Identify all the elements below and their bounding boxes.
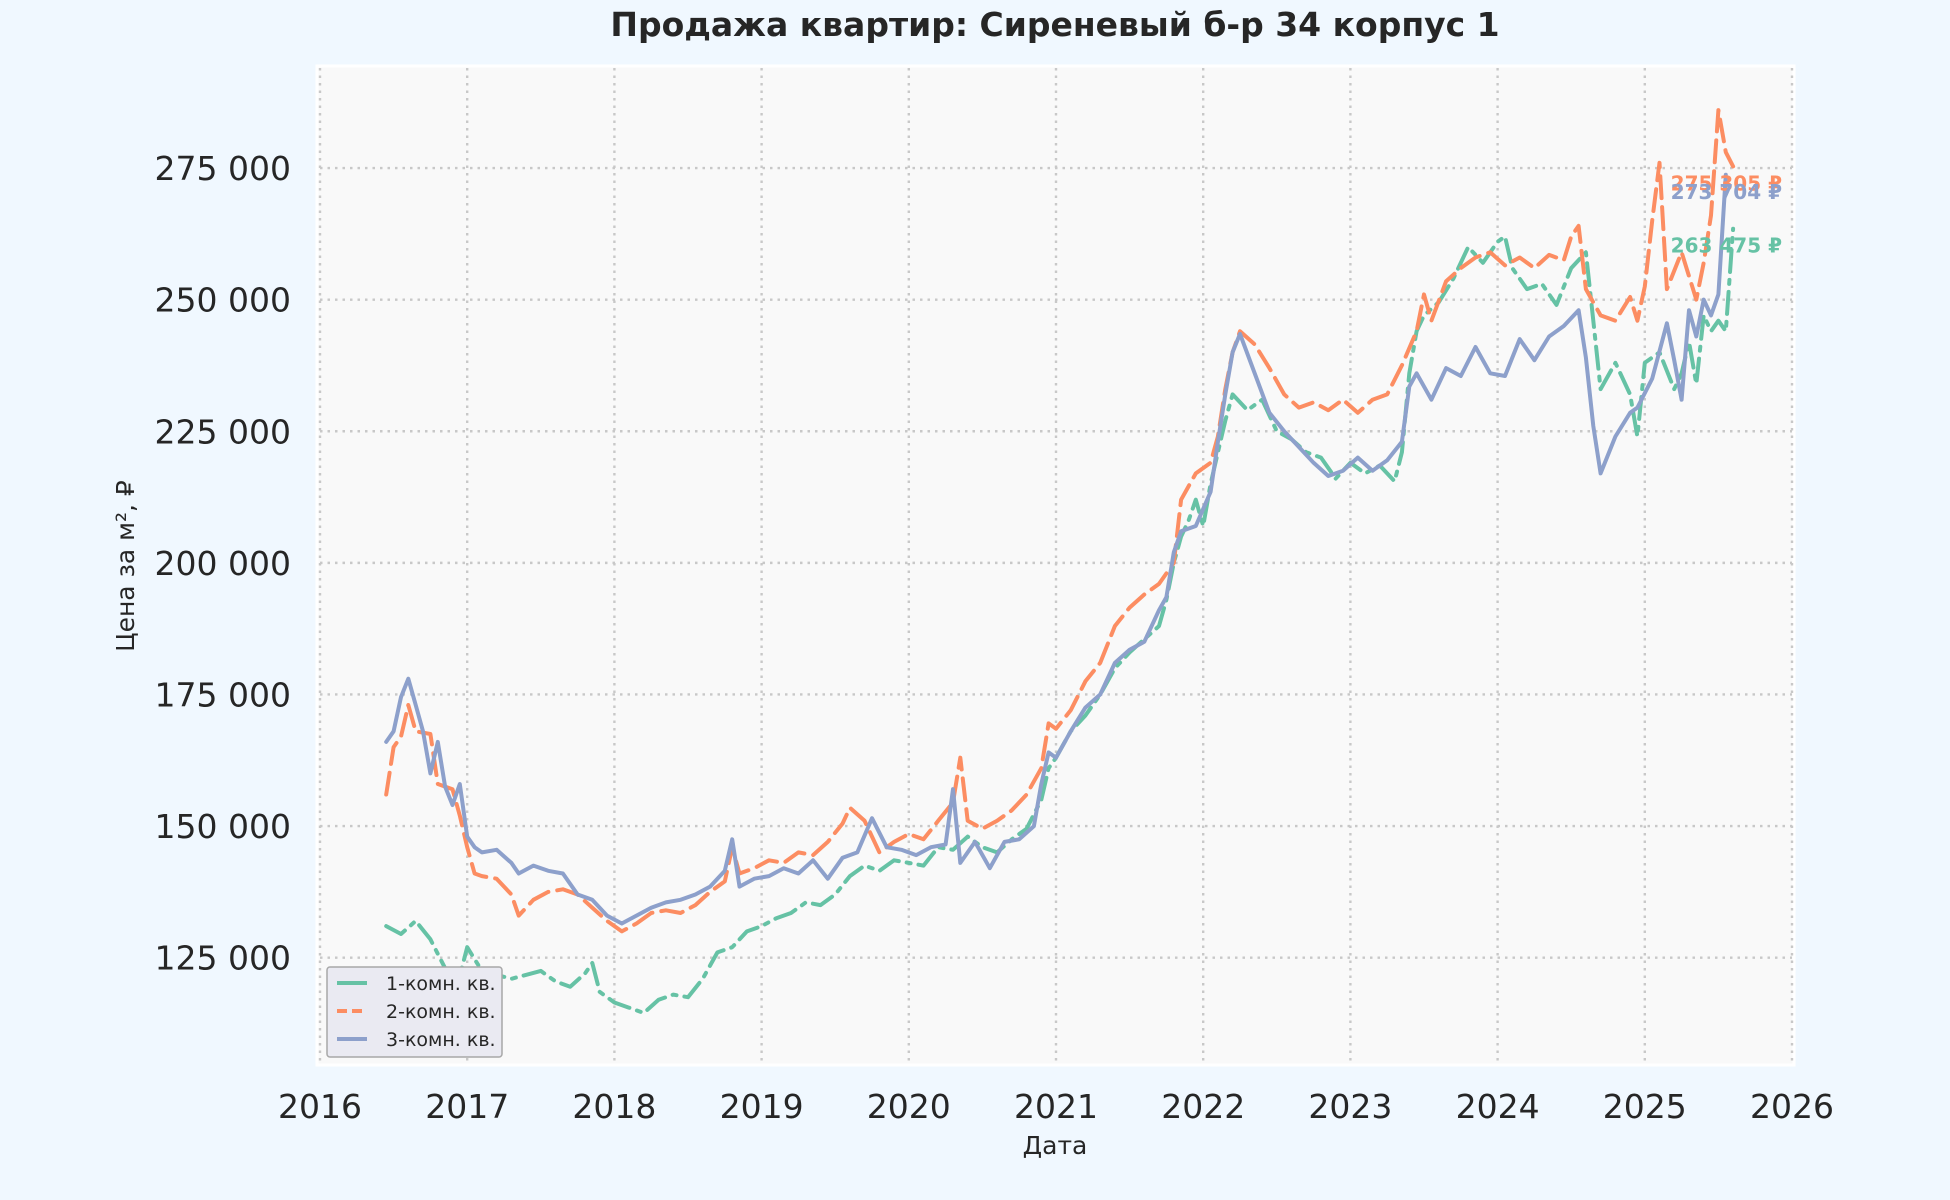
x-tick-label: 2016 <box>278 1087 362 1126</box>
x-tick-label: 2023 <box>1308 1087 1392 1126</box>
series-line-2 <box>384 108 1736 934</box>
y-tick-label: 225 000 <box>155 412 291 451</box>
x-tick-label: 2019 <box>720 1087 804 1126</box>
x-tick-label: 2021 <box>1014 1087 1098 1126</box>
x-tick-label: 2022 <box>1161 1087 1245 1126</box>
axis-ticks: 2016 2017 2018 2019 2020 2021 2022 2023 2024 2025… <box>155 149 1834 1126</box>
legend: 1-комн. кв. 2-комн. кв. 3-комн. кв. <box>326 966 503 1058</box>
end-value-label: 275 305 ₽ <box>1671 171 1782 195</box>
end-value-label: 273 704 ₽ <box>1671 180 1782 204</box>
legend-label: 3-комн. кв. <box>386 1029 496 1051</box>
x-tick-label: 2018 <box>572 1087 656 1126</box>
end-labels: 263 475 ₽ 275 305 ₽273 704 ₽ <box>1671 171 1782 257</box>
x-tick-label: 2024 <box>1456 1087 1540 1126</box>
x-tick-label: 2020 <box>867 1087 951 1126</box>
end-value-label: 263 475 ₽ <box>1671 234 1782 258</box>
chart-title: Продажа квартир: Сиреневый б-р 34 корпус… <box>610 5 1499 44</box>
y-tick-label: 250 000 <box>155 281 291 320</box>
y-tick-label: 275 000 <box>155 149 291 188</box>
x-axis-label: Дата <box>1023 1131 1088 1160</box>
x-tick-label: 2025 <box>1603 1087 1687 1126</box>
y-tick-label: 200 000 <box>155 544 291 583</box>
legend-label: 2-комн. кв. <box>386 1001 496 1023</box>
series-line-1 <box>384 226 1736 1015</box>
series-group <box>384 108 1736 1015</box>
y-tick-label: 150 000 <box>155 807 291 846</box>
x-tick-label: 2017 <box>425 1087 509 1126</box>
y-tick-label: 175 000 <box>155 675 291 714</box>
y-axis-label: Цена за м², ₽ <box>111 480 140 652</box>
legend-box <box>326 966 503 1058</box>
grid <box>318 68 1794 1063</box>
legend-label: 1-комн. кв. <box>386 973 496 995</box>
x-tick-label: 2026 <box>1750 1087 1834 1126</box>
y-tick-label: 125 000 <box>155 939 291 978</box>
series-line-3 <box>384 172 1728 926</box>
